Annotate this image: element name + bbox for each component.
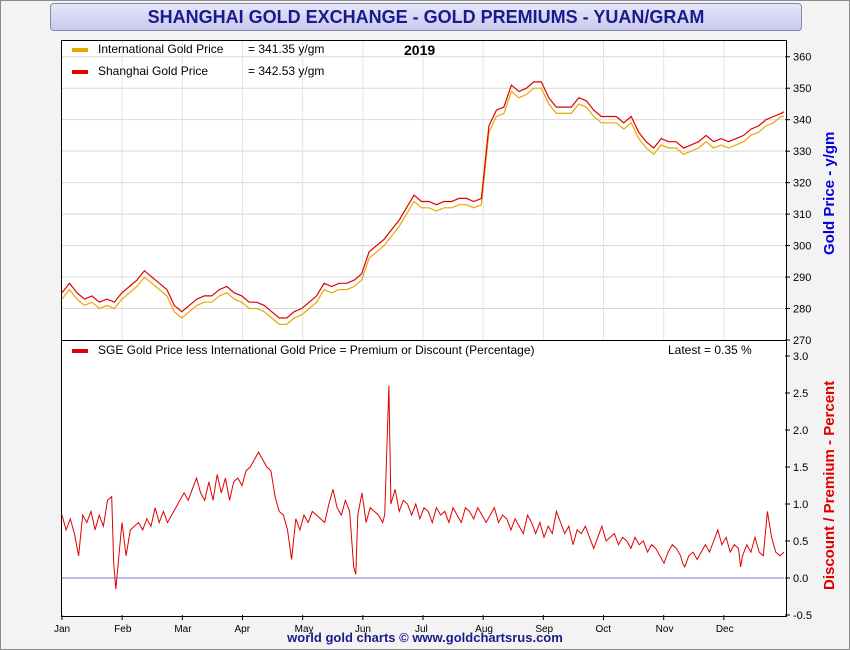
legend-premium: SGE Gold Price less International Gold P… — [72, 343, 535, 357]
top-y-axis-title: Gold Price - y/gm — [821, 131, 838, 255]
series-line-international — [61, 87, 784, 325]
x-tick-label: Jul — [415, 624, 428, 635]
y-tick-label: 320 — [793, 178, 811, 190]
bottom-panel-y-ticks: -0.5 0.0 0.5 1.0 1.5 2.0 2.5 3.0 — [785, 351, 812, 622]
x-axis-month-ticks: Jan Feb Mar Apr May Jun Jul Aug Sep Oct Nov Dec — [54, 615, 734, 635]
legend-international: International Gold Price = 341.35 y/gm — [72, 42, 324, 56]
x-tick-label: Jun — [355, 624, 371, 635]
legend-international-label: International Gold Price — [98, 42, 224, 56]
series-line-shanghai — [61, 81, 785, 319]
x-tick-label: Jan — [54, 624, 70, 635]
legend-shanghai-value: = 342.53 y/gm — [248, 64, 325, 78]
x-tick-label: Apr — [235, 624, 251, 635]
y-tick-label: 360 — [793, 52, 811, 64]
legend-international-value: = 341.35 y/gm — [248, 42, 325, 56]
x-tick-label: Aug — [475, 624, 493, 635]
y-tick-label: 350 — [793, 83, 811, 95]
series-line-premium — [61, 385, 785, 590]
y-tick-label: 1.5 — [793, 462, 808, 474]
x-tick-label: Nov — [656, 624, 674, 635]
y-tick-label: 340 — [793, 115, 811, 127]
y-tick-label: 310 — [793, 209, 811, 221]
top-panel-grid — [62, 41, 784, 340]
x-tick-label: Mar — [174, 624, 192, 635]
y-tick-label: 300 — [793, 241, 811, 253]
y-tick-label: 330 — [793, 146, 811, 158]
footer-credit: world gold charts © www.goldchartsrus.co… — [287, 630, 563, 645]
y-tick-label: 1.0 — [793, 499, 808, 511]
x-tick-label: May — [295, 624, 314, 635]
legend-swatch-international — [72, 47, 88, 52]
y-tick-label: 270 — [793, 335, 811, 347]
legend-shanghai: Shanghai Gold Price = 342.53 y/gm — [72, 64, 324, 78]
x-tick-label: Sep — [535, 624, 553, 635]
x-tick-label: Dec — [716, 624, 734, 635]
y-tick-label: -0.5 — [793, 610, 812, 622]
y-tick-label: 290 — [793, 272, 811, 284]
top-panel-y-ticks: 270 280 290 300 310 320 330 340 350 360 — [785, 52, 811, 347]
y-tick-label: 280 — [793, 304, 811, 316]
panel-divider — [61, 340, 786, 341]
legend-premium-label: SGE Gold Price less International Gold P… — [98, 343, 535, 357]
year-label: 2019 — [404, 42, 436, 58]
y-tick-label: 3.0 — [793, 351, 808, 363]
legend-swatch-premium — [72, 348, 88, 353]
legend-shanghai-label: Shanghai Gold Price — [98, 64, 209, 78]
y-tick-label: 0.5 — [793, 536, 808, 548]
bottom-panel-series — [61, 385, 785, 590]
chart-title: SHANGHAI GOLD EXCHANGE - GOLD PREMIUMS -… — [50, 3, 802, 31]
top-panel-series — [61, 81, 785, 325]
x-tick-label: Oct — [596, 624, 612, 635]
y-tick-label: 2.5 — [793, 388, 808, 400]
bottom-y-axis-title: Discount / Premium - Percent — [821, 380, 838, 590]
legend-swatch-shanghai — [72, 69, 88, 74]
latest-premium-label: Latest = 0.35 % — [668, 343, 752, 357]
y-tick-label: 2.0 — [793, 425, 808, 437]
x-tick-label: Feb — [114, 624, 132, 635]
y-tick-label: 0.0 — [793, 573, 808, 585]
